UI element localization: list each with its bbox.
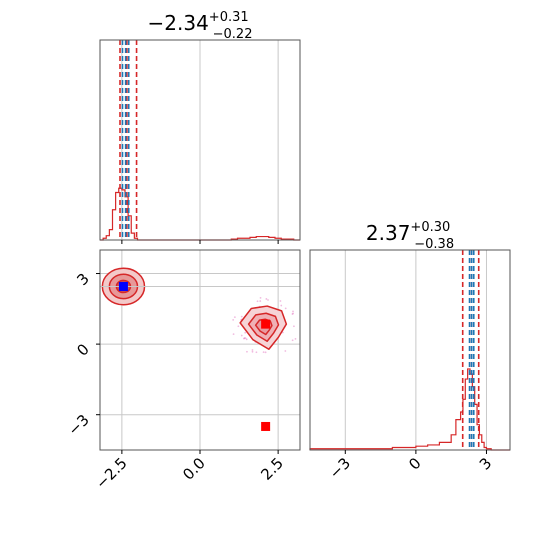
sample-point	[292, 310, 294, 313]
sample-point	[284, 350, 287, 352]
x-tick-label-p0: −2.5	[92, 454, 130, 492]
sample-point	[256, 300, 259, 303]
title-p1-sup: +0.30	[410, 220, 450, 235]
panel-joint	[99, 249, 301, 451]
sample-point	[264, 351, 267, 354]
title-p1: 2.37+0.30 −0.38	[366, 220, 454, 252]
sample-point	[293, 325, 295, 328]
title-p0-main: −2.34	[148, 11, 209, 35]
panel-hist-p1	[309, 249, 511, 451]
sample-point	[233, 316, 236, 319]
axes-frame	[309, 249, 511, 451]
y-tick-label-p1: −3	[64, 411, 92, 439]
sample-point	[246, 350, 248, 353]
sample-point	[240, 315, 243, 318]
sample-point	[294, 337, 297, 340]
sample-point	[262, 351, 265, 354]
sample-point	[259, 296, 262, 299]
sample-point	[240, 334, 243, 337]
sample-point	[244, 331, 247, 334]
x-tick-label-p1: 3	[476, 454, 495, 473]
sample-point	[284, 307, 287, 310]
sample-point	[280, 304, 283, 307]
hist-p0	[100, 187, 300, 241]
x-tick-label-p1: −3	[326, 454, 354, 482]
title-p0-sub: −0.22	[213, 27, 253, 42]
sample-point	[251, 349, 254, 351]
panel-hist-p0	[99, 39, 301, 241]
sample-point	[267, 299, 269, 301]
y-tick-label-p1: 3	[73, 270, 92, 289]
title-p0-sup: +0.31	[209, 10, 249, 25]
sample-point	[237, 325, 240, 328]
sample-point	[255, 351, 258, 354]
hist-p1	[309, 368, 510, 451]
sample-point	[243, 337, 245, 340]
x-tick-label-p0: 2.5	[257, 454, 287, 484]
x-tick-label-p0: 0.0	[179, 454, 209, 484]
sample-point	[251, 350, 254, 353]
sample-point	[279, 300, 282, 302]
sample-point	[259, 300, 262, 302]
sample-point	[291, 339, 294, 342]
x-tick-label-p1: 0	[405, 454, 424, 473]
marker-secondary	[261, 421, 271, 431]
title-p1-sub: −0.38	[414, 237, 454, 252]
sample-point	[232, 318, 235, 321]
marker-primary	[118, 281, 128, 291]
sample-point	[292, 312, 294, 315]
y-tick-label-p1: 0	[73, 340, 92, 359]
marker-secondary	[261, 319, 271, 329]
sample-point	[245, 338, 248, 341]
title-p1-main: 2.37	[366, 221, 411, 245]
title-p0: −2.34+0.31 −0.22	[148, 10, 253, 42]
sample-point	[232, 333, 235, 335]
sample-point	[265, 298, 268, 300]
